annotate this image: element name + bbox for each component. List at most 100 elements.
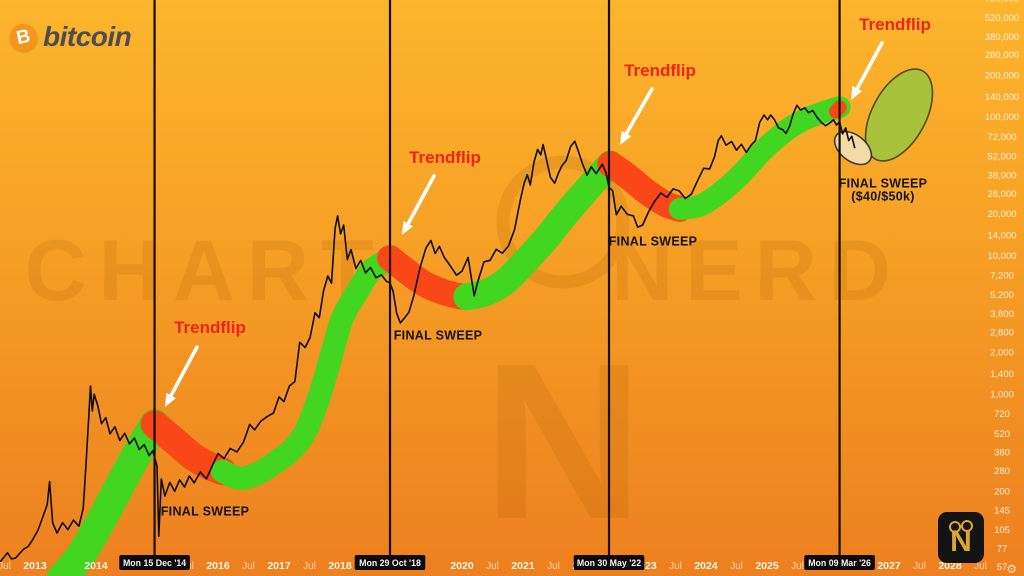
y-axis-label: 52,000 bbox=[987, 152, 1016, 163]
x-axis-label: Jul bbox=[0, 561, 11, 572]
date-flag-label: Mon 09 Mar '26 bbox=[808, 558, 871, 568]
trendflip-arrow-icon bbox=[169, 345, 199, 398]
y-axis-label: 100,000 bbox=[985, 112, 1019, 123]
bitcoin-wordmark: bitcoin bbox=[43, 21, 132, 52]
y-axis-label: 14,000 bbox=[987, 231, 1016, 242]
price-line bbox=[0, 104, 856, 563]
y-axis-label: 720 bbox=[994, 409, 1010, 420]
x-axis-label: 2027 bbox=[877, 560, 901, 572]
x-axis-label: 2013 bbox=[23, 560, 47, 572]
date-flag-label: Mon 15 Dec '14 bbox=[123, 558, 186, 568]
y-axis-label: 3,800 bbox=[990, 309, 1014, 320]
y-axis-label: 77 bbox=[997, 544, 1008, 555]
x-axis-label: 2020 bbox=[450, 560, 474, 572]
trendflip-label: Trendflip bbox=[859, 15, 931, 34]
y-axis-label: 38,000 bbox=[987, 171, 1016, 182]
chartnerd-monogram: N bbox=[950, 525, 972, 558]
trend-ribbon-up bbox=[47, 409, 170, 576]
trendflip-label: Trendflip bbox=[624, 61, 696, 80]
x-axis-label: Jul bbox=[730, 561, 743, 572]
y-axis-label: 200,000 bbox=[985, 71, 1019, 82]
y-axis-label: 280,000 bbox=[985, 50, 1019, 61]
x-axis-label: 2018 bbox=[328, 560, 352, 572]
y-axis-label: 520,000 bbox=[985, 13, 1019, 24]
x-axis-label: 2014 bbox=[84, 560, 108, 572]
trendflip-annotation: Trendflip bbox=[402, 148, 481, 235]
chartnerd-logo: N bbox=[938, 512, 984, 563]
y-axis-label: 380,000 bbox=[985, 32, 1019, 43]
date-flag-label: Mon 29 Oct '18 bbox=[359, 558, 421, 568]
y-axis-label: 28,000 bbox=[987, 189, 1016, 200]
x-axis-label: Jul bbox=[303, 561, 316, 572]
date-flag[interactable]: Mon 09 Mar '26 bbox=[804, 555, 875, 570]
chartnerd-logo-icon: N bbox=[949, 519, 973, 558]
date-flag-label: Mon 30 May '22 bbox=[577, 558, 641, 568]
y-axis-label: 520 bbox=[994, 429, 1010, 440]
bitcoin-coin-icon: B bbox=[7, 20, 40, 54]
x-axis-label: Jul bbox=[669, 561, 682, 572]
y-axis-label: 2,800 bbox=[990, 328, 1014, 339]
y-axis-label: 380 bbox=[994, 448, 1010, 459]
x-axis-label: Jul bbox=[913, 561, 926, 572]
x-axis-label: 2017 bbox=[267, 560, 291, 572]
y-axis-label: 145 bbox=[994, 506, 1010, 517]
trend-ribbon-down bbox=[140, 410, 237, 486]
y-axis-label: 20,000 bbox=[987, 209, 1016, 220]
trendflip-annotation: Trendflip bbox=[620, 61, 696, 145]
final-sweep-label: FINAL SWEEP bbox=[161, 505, 250, 519]
x-axis-label: Jul bbox=[242, 561, 255, 572]
final-sweep-label: FINAL SWEEP ($40/$50k) bbox=[839, 177, 928, 204]
bitcoin-logo: B bitcoin bbox=[7, 20, 132, 54]
trendflip-arrow-icon bbox=[406, 174, 436, 226]
x-axis-label: 2025 bbox=[755, 560, 779, 572]
watermark-text: N bbox=[483, 318, 643, 566]
trendflip-arrow-icon bbox=[855, 41, 884, 91]
y-axis-label: 10,000 bbox=[987, 251, 1016, 262]
y-axis-label: 105 bbox=[994, 525, 1010, 536]
x-axis-label: Jul bbox=[791, 561, 804, 572]
trendflip-label: Trendflip bbox=[174, 318, 246, 337]
trend-ribbon-up bbox=[210, 246, 402, 490]
x-axis-label: 2021 bbox=[511, 560, 535, 572]
trendflip-annotation: Trendflip bbox=[165, 318, 246, 407]
date-flag[interactable]: Mon 29 Oct '18 bbox=[354, 555, 426, 570]
date-flag[interactable]: Mon 15 Dec '14 bbox=[119, 555, 190, 570]
projection-ellipse-tan bbox=[833, 130, 873, 166]
y-axis-label: 1,000 bbox=[990, 390, 1014, 401]
watermark-text: CHART bbox=[25, 223, 386, 319]
trendflip-annotation: Trendflip bbox=[851, 15, 931, 100]
trendflip-label: Trendflip bbox=[409, 148, 481, 167]
y-axis-label: 720,000 bbox=[985, 0, 1019, 4]
settings-gear-icon[interactable]: ⚙ bbox=[1006, 562, 1017, 576]
watermark-text: NERD bbox=[611, 223, 903, 319]
x-axis-label: 2016 bbox=[206, 560, 230, 572]
trendflip-arrow-icon bbox=[624, 87, 654, 136]
trendflip-arrowhead-icon bbox=[620, 131, 632, 145]
y-axis-label: 7,200 bbox=[990, 271, 1014, 282]
y-axis-label: 200 bbox=[994, 486, 1010, 497]
x-axis-label: 2024 bbox=[694, 560, 718, 572]
final-sweep-label: FINAL SWEEP bbox=[609, 235, 698, 249]
y-axis-label: 140,000 bbox=[985, 92, 1019, 103]
x-axis-label: Jul bbox=[486, 561, 499, 572]
x-axis-label: 2028 bbox=[938, 560, 962, 572]
price-scale[interactable]: 720,000 520,000 380,000 280,000 200,000 140,0… bbox=[985, 0, 1019, 573]
projection-ellipse-green bbox=[864, 68, 934, 162]
trendflip-arrowhead-icon bbox=[165, 392, 176, 407]
y-axis-label: 280 bbox=[994, 466, 1010, 477]
trend-ribbon-up bbox=[453, 150, 624, 311]
y-axis-label: 2,000 bbox=[990, 348, 1014, 359]
x-axis-label: Jul bbox=[547, 561, 560, 572]
y-axis-label: 57 bbox=[997, 562, 1008, 573]
final-sweep-label: FINAL SWEEP bbox=[394, 329, 483, 343]
y-axis-label: 5,200 bbox=[990, 290, 1014, 301]
x-axis-label: Jul bbox=[974, 561, 987, 572]
y-axis-label: 1,400 bbox=[990, 369, 1014, 380]
y-axis-label: 72,000 bbox=[987, 132, 1016, 143]
trendflip-arrowhead-icon bbox=[402, 221, 413, 235]
trendflip-arrowhead-icon bbox=[851, 86, 862, 100]
date-flag[interactable]: Mon 30 May '22 bbox=[573, 555, 645, 570]
